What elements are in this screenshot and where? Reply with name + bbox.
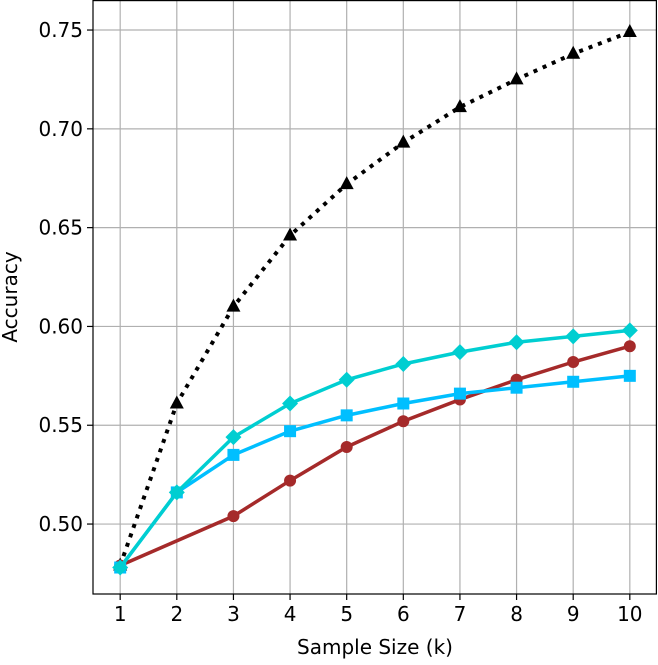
data-point-square [567,375,580,388]
series-turquoise-diamond-line [118,328,631,569]
series-turquoise-diamond [112,322,638,576]
series-layer [112,24,638,576]
data-point-diamond [508,334,525,351]
x-tick-label: 8 [510,602,523,626]
data-point-diamond [565,328,582,345]
data-point-square [510,381,523,394]
data-point-triangle [339,176,354,190]
data-point-triangle [566,45,581,59]
x-tick-label: 2 [170,602,183,626]
x-tick-label: 6 [397,602,410,626]
y-tick-label: 0.65 [38,216,83,240]
data-point-circle [623,340,636,353]
y-tick-label: 0.75 [38,18,83,42]
data-point-circle [227,510,240,523]
data-point-diamond [451,344,468,361]
data-point-square [227,448,240,461]
data-point-triangle [226,298,241,312]
series-red-circle-line [119,344,631,568]
data-point-circle [284,474,297,487]
data-point-square [284,425,297,438]
y-tick-label: 0.70 [38,117,83,141]
data-point-diamond [282,395,299,412]
data-point-diamond [112,559,129,576]
series-black-triangle [113,24,637,571]
plot-frame [92,0,658,595]
ticks: 1 2 3 4 5 6 7 8 9 10 0.50 0.55 0.60 0.65 0.70 0.75 [38,18,642,626]
y-tick-label: 0.55 [38,413,83,437]
x-tick-label: 5 [340,602,353,626]
data-point-circle [340,440,353,453]
data-point-triangle [396,134,411,148]
series-blue-square [114,369,636,574]
data-point-diamond [395,355,412,372]
series-black-triangle-line [118,30,631,567]
data-point-diamond [225,429,242,446]
series-red-circle [114,340,636,572]
data-point-diamond [168,484,185,501]
x-tick-label: 4 [284,602,297,626]
data-point-triangle [509,71,524,85]
x-tick-label: 10 [617,602,642,626]
grid [93,0,657,594]
data-point-triangle [283,227,298,241]
y-axis-label: Accuracy [0,251,22,342]
x-tick-label: 9 [567,602,580,626]
x-tick-label: 7 [454,602,467,626]
data-point-triangle [452,99,467,113]
data-point-diamond [338,371,355,388]
x-axis-label: Sample Size (k) [297,635,453,659]
y-tick-label: 0.60 [38,314,83,338]
data-point-triangle [169,395,184,409]
data-point-square [453,387,466,400]
y-tick-label: 0.50 [38,512,83,536]
series-blue-square-line [118,374,631,569]
x-tick-label: 1 [114,602,127,626]
data-point-diamond [621,322,638,339]
data-point-triangle [622,24,637,38]
x-tick-label: 3 [227,602,240,626]
data-point-circle [567,356,580,369]
data-point-square [340,409,353,422]
data-point-square [623,369,636,382]
data-point-circle [397,415,410,428]
data-point-square [397,397,410,410]
